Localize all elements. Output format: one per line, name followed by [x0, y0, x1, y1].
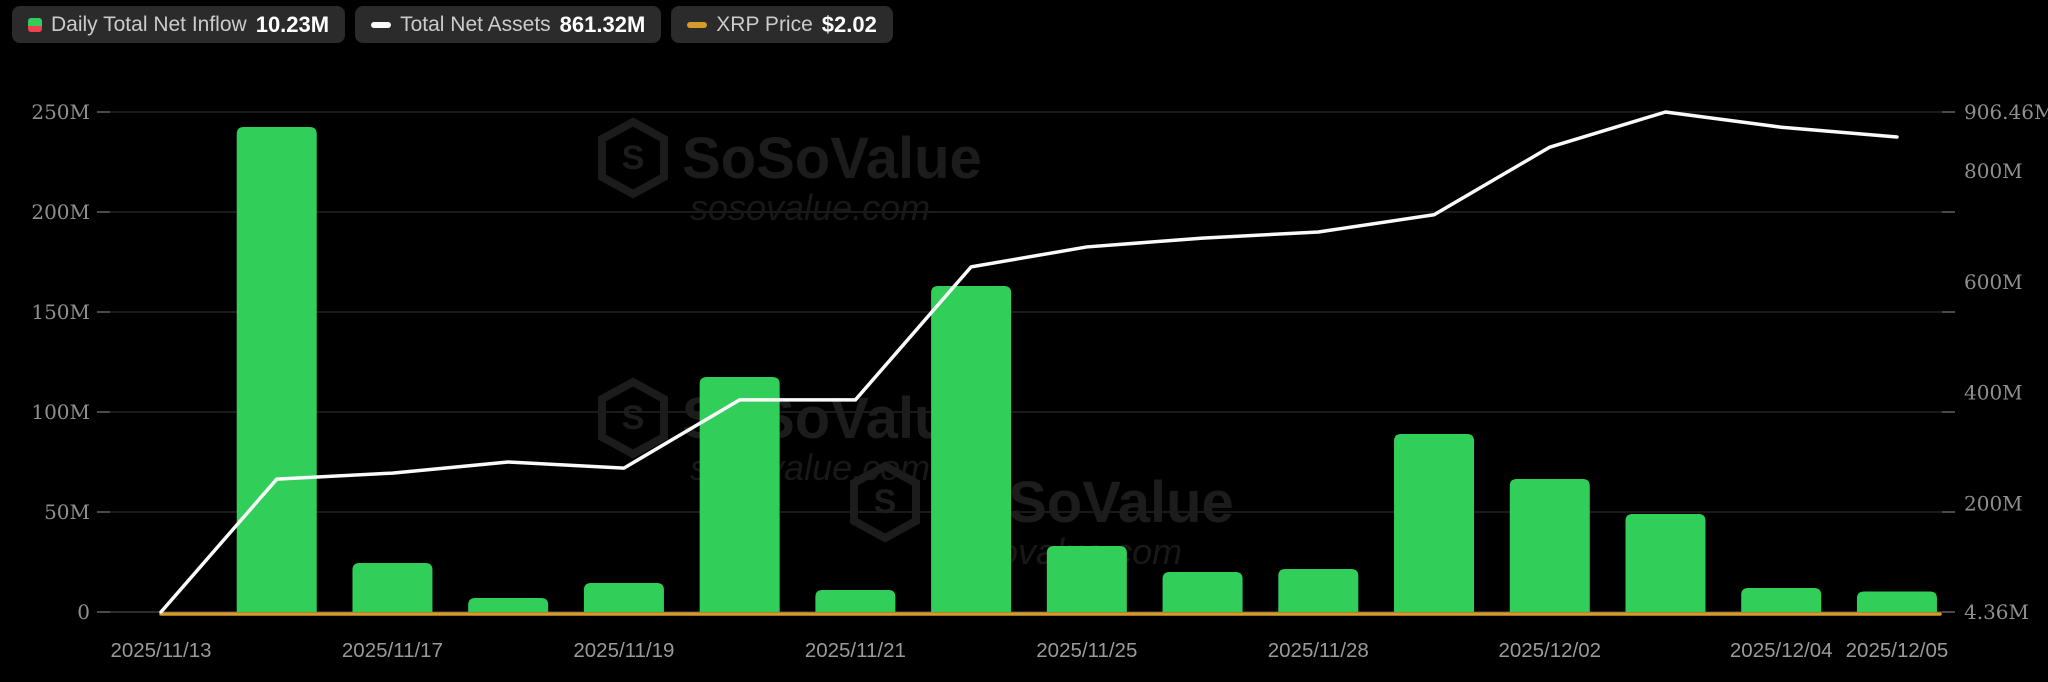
x-axis-labels: 2025/11/13 2025/11/17 2025/11/19 2025/11/21…: [110, 639, 1948, 662]
inflow-bar: [1162, 572, 1243, 612]
x-axis-date-label: 2025/11/13: [110, 639, 211, 662]
legend-label: XRP Price: [716, 12, 813, 36]
left-axis-tick-label: 250M: [31, 100, 90, 124]
inflow-bar: [931, 286, 1012, 612]
watermark-brand-text: SoSoValue: [682, 126, 982, 191]
x-axis-date-label: 2025/12/05: [1846, 639, 1949, 662]
sosovalue-logo-icon: [850, 461, 920, 543]
x-axis-date-label: 2025/11/21: [805, 639, 906, 662]
sosovalue-logo-icon: [598, 377, 668, 459]
left-axis-tick-label: 0: [77, 600, 90, 624]
inflow-bar: [1394, 434, 1475, 612]
x-axis-date-label: 2025/11/19: [573, 639, 674, 662]
right-axis-labels: 4.36M 200M 400M 600M 800M 906.46M: [1964, 100, 2048, 624]
legend-value: $2.02: [821, 11, 877, 37]
right-axis-tick-label: 906.46M: [1964, 100, 2048, 124]
left-axis-labels: 0 50M 100M 150M 200M 250M: [31, 100, 90, 624]
inflow-bar: [1046, 546, 1127, 612]
right-axis-tick-label: 400M: [1964, 381, 2023, 405]
inflow-bar: [236, 127, 317, 612]
left-axis-tick-label: 150M: [31, 300, 90, 324]
line-dash-orange-icon: [687, 21, 708, 28]
x-axis-date-label: 2025/12/02: [1498, 639, 1601, 662]
chart-legend: Daily Total Net Inflow 10.23M Total Net …: [12, 6, 893, 43]
left-axis-tick-label: 200M: [31, 200, 90, 224]
right-axis-tick-label: 200M: [1964, 492, 2023, 516]
legend-value: 861.32M: [559, 11, 646, 37]
svg-text:S: S: [622, 139, 645, 177]
inflow-bar-icon: [28, 17, 42, 32]
inflow-bar: [1856, 591, 1937, 612]
watermark-domain-text: sosovalue.com: [690, 187, 930, 228]
legend-label: Daily Total Net Inflow: [51, 12, 247, 36]
total-net-assets-line[interactable]: [159, 110, 1899, 614]
x-axis-date-label: 2025/11/17: [342, 639, 443, 662]
inflow-bar: [583, 583, 664, 612]
right-axis-tick-label: 800M: [1964, 159, 2023, 183]
x-axis-date-label: 2025/11/25: [1036, 639, 1137, 662]
inflow-bar: [1625, 514, 1706, 612]
inflow-bar: [815, 590, 896, 612]
inflow-bar: [1741, 588, 1822, 612]
inflow-bar: [468, 598, 549, 612]
legend-label: Total Net Assets: [400, 12, 551, 36]
daily-net-inflow-bars[interactable]: [236, 127, 1937, 612]
svg-text:S: S: [622, 399, 645, 437]
inflow-bar: [1509, 479, 1590, 612]
line-dash-white-icon: [371, 21, 392, 28]
inflow-bar: [1278, 569, 1359, 612]
right-axis-tick-label: 600M: [1964, 270, 2023, 294]
left-axis-tick-label: 50M: [44, 500, 90, 524]
svg-text:S: S: [874, 483, 897, 521]
inflow-bar: [699, 377, 780, 612]
legend-value: 10.23M: [255, 11, 330, 37]
legend-item-xrp-price[interactable]: XRP Price $2.02: [671, 6, 893, 43]
legend-item-daily-net-inflow[interactable]: Daily Total Net Inflow 10.23M: [12, 6, 346, 43]
legend-item-total-net-assets[interactable]: Total Net Assets 861.32M: [355, 6, 662, 43]
x-axis-date-label: 2025/12/04: [1730, 639, 1833, 662]
right-axis-tick-label: 4.36M: [1964, 600, 2029, 624]
x-axis-date-label: 2025/11/28: [1268, 639, 1369, 662]
sosovalue-logo-icon: [598, 117, 668, 199]
left-axis-tick-label: 100M: [31, 400, 90, 424]
inflow-bar: [352, 563, 433, 612]
